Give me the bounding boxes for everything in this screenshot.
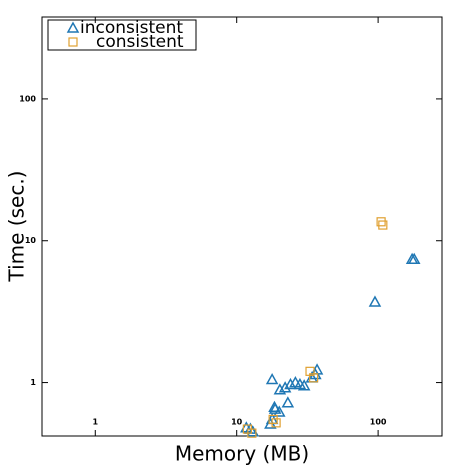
legend-label: inconsistent bbox=[80, 18, 183, 38]
x-tick-label: 10 bbox=[231, 418, 243, 427]
point bbox=[273, 383, 287, 395]
point bbox=[268, 400, 281, 412]
point bbox=[271, 418, 281, 428]
point bbox=[278, 381, 292, 393]
point bbox=[297, 379, 311, 391]
x-tick-label: 1 bbox=[92, 418, 98, 427]
plot-frame bbox=[41, 16, 443, 437]
point bbox=[368, 295, 382, 307]
point bbox=[378, 220, 388, 230]
point bbox=[272, 405, 286, 417]
x-tick-label: 100 bbox=[370, 418, 387, 427]
y-tick-label: 100 bbox=[19, 94, 36, 103]
legend-marker bbox=[68, 37, 78, 47]
y-tick-label: 1 bbox=[30, 378, 36, 387]
point bbox=[281, 396, 295, 408]
x-axis-label: Memory (MB) bbox=[175, 442, 309, 466]
point bbox=[284, 377, 297, 390]
point bbox=[247, 428, 257, 438]
legend-label: consistent bbox=[96, 32, 184, 52]
point bbox=[309, 373, 319, 383]
legend-marker bbox=[66, 21, 80, 33]
point bbox=[265, 373, 279, 385]
point bbox=[407, 252, 421, 265]
point bbox=[376, 217, 386, 227]
y-tick-label: 10 bbox=[25, 236, 37, 245]
y-axis-label: Time (sec.) bbox=[5, 171, 29, 283]
